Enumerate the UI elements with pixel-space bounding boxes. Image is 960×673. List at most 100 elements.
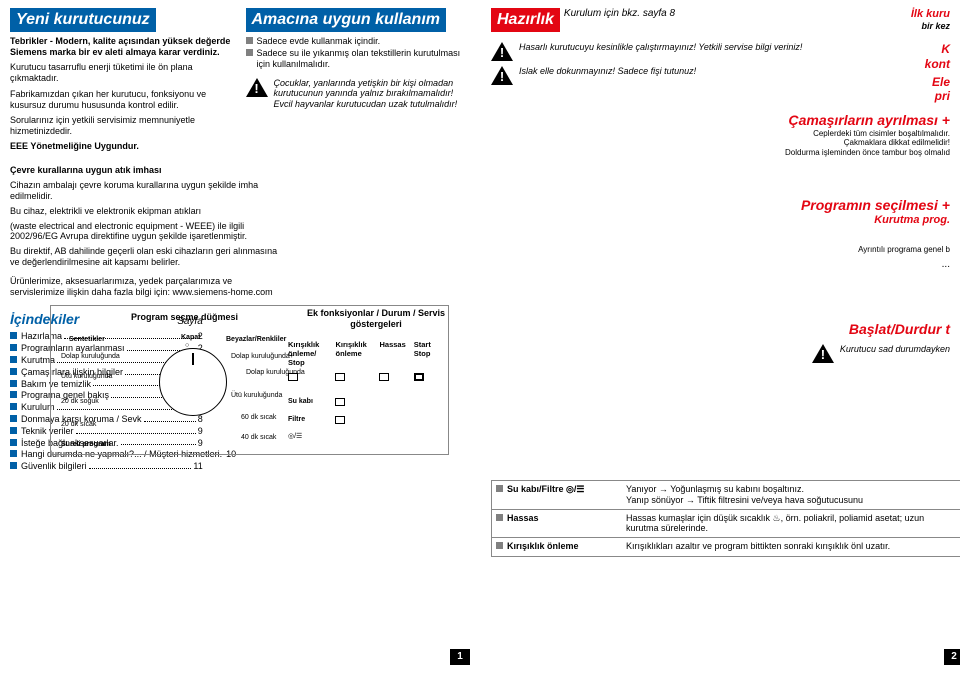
ind-label: Filtre: [288, 414, 333, 429]
eee-line: EEE Yönetmeliğine Uygundur.: [10, 141, 234, 152]
bullet-icon: [496, 514, 503, 521]
bullet-icon: [246, 49, 253, 56]
program-dial-panel: Program seçme düğmesi Ek fonksiyonlar / …: [50, 305, 449, 455]
disposal-p1: Cihazın ambalajı çevre koruma kuralların…: [10, 180, 285, 202]
bullet-icon: [10, 368, 17, 375]
warning-text: Kurutucu sad durumdayken: [840, 344, 950, 355]
disposal-p2: Bu cihaz, elektrikli ve elektronik ekipm…: [10, 206, 285, 217]
bullet-icon: [496, 485, 503, 492]
warning-text: Çocuklar, yanlarında yetişkin bir kişi o…: [274, 78, 470, 110]
bullet-icon: [496, 542, 503, 549]
indicator-icon: [288, 373, 298, 381]
col-intro: Yeni kurutucunuz Tebrikler - Modern, kal…: [10, 8, 234, 155]
warning-text: Islak elle dokunmayınız! Sadece fişi tut…: [519, 66, 696, 77]
bullet-icon: [10, 356, 17, 363]
bullet-icon: [10, 462, 17, 469]
intro-p3: Fabrikamızdan çıkan her kurutucu, fonksi…: [10, 89, 234, 111]
indicator-table: Kırışıklık önleme/ Stop Kırışıklık önlem…: [286, 336, 442, 446]
prep-warns-row: Hasarlı kurutucuyu kesinlikle çalıştırma…: [491, 42, 950, 104]
dial-label: Dolap kuruluğunda+: [231, 353, 294, 361]
indicators-title: Ek fonksiyonlar / Durum / Servis gösterg…: [301, 308, 451, 330]
dial-off-icon: ○: [185, 342, 189, 350]
dial-label: Ütü kuruluğunda: [61, 373, 112, 381]
status-table: Su kabı/Filtre ◎/☰ Yanıyor → Yoğunlaşmış…: [492, 481, 960, 556]
toc-label: Güvenlik bilgileri: [21, 461, 87, 472]
indicator-icon: [379, 373, 389, 381]
heading-sort: Çamaşırların ayrılması +: [491, 112, 950, 129]
status-text: Yanıyor → Yoğunlaşmış su kabını boşaltın…: [622, 481, 960, 509]
bullet-icon: [10, 391, 17, 398]
toc-page: 11: [193, 461, 202, 472]
sort-line: Doldurma işleminden önce tambur boş olma…: [491, 148, 950, 158]
program-dial[interactable]: [159, 348, 227, 416]
dial-label: Sentetikler: [69, 336, 105, 344]
toc-dots: [89, 461, 192, 469]
warning-icon: [491, 66, 513, 86]
heading-select-sub: Kurutma prog.: [491, 214, 950, 227]
status-label: Su kabı/Filtre ◎/☰: [507, 484, 584, 495]
dial-label: 20 dk soğuk: [61, 398, 99, 406]
ind-label: Hassas: [379, 338, 411, 369]
bullet-text: Sadece su ile yıkanmış olan tekstillerin…: [257, 48, 470, 70]
status-text: Kırışıklıkları azaltır ve program bittik…: [622, 538, 960, 556]
disposal-p4: Bu direktif, AB dahilinde geçerli olan e…: [10, 246, 285, 268]
status-label: Hassas: [507, 513, 539, 524]
sort-line: Ceplerdeki tüm cisimler boşaltılmalıdır.: [491, 129, 950, 139]
dial-label: Süreli program: [61, 441, 111, 449]
dial-label: Beyazlar/Renkliler: [226, 336, 286, 344]
bullet-icon: [246, 37, 253, 44]
bullet-icon: [10, 332, 17, 339]
col-intended-use: Amacına uygun kullanım Sadece evde kulla…: [246, 8, 470, 155]
warning-icon: [491, 42, 513, 62]
status-text: Hassas kumaşlar için düşük sıcaklık ♨, ö…: [622, 509, 960, 538]
children-warning: Çocuklar, yanlarında yetişkin bir kişi o…: [246, 78, 470, 110]
ind-label: Start Stop: [414, 338, 440, 369]
use-bullets: Sadece evde kullanmak içindir. Sadece su…: [246, 36, 470, 69]
heading-select: Programın seçilmesi +: [491, 197, 950, 214]
first-dry-sub: bir kez: [911, 21, 950, 32]
select-note: Ayrıntılı programa genel b: [491, 245, 950, 255]
start-stop-button[interactable]: [414, 373, 424, 381]
ind-label: Kırışıklık önleme/ Stop: [288, 338, 333, 369]
warning-text: Hasarlı kurutucuyu kesinlikle çalıştırma…: [519, 42, 802, 53]
status-row-anticrease: Kırışıklık önleme Kırışıklıkları azaltır…: [492, 538, 960, 556]
page-number-1: 1: [450, 649, 470, 665]
dial-title: Program seçme düğmesi: [131, 312, 238, 323]
bullet-icon: [10, 427, 17, 434]
ind-label: Kırışıklık önleme: [335, 338, 377, 369]
bullet-icon: [10, 403, 17, 410]
ind-label: Su kabı: [288, 396, 333, 411]
status-box: Su kabı/Filtre ◎/☰ Yanıyor → Yoğunlaşmış…: [491, 480, 960, 557]
top-columns: Yeni kurutucunuz Tebrikler - Modern, kal…: [10, 8, 469, 155]
prep-header: Hazırlık Kurulum için bkz. sayfa 8 İlk k…: [491, 8, 950, 36]
bullet-icon: [10, 380, 17, 387]
indicator-icon: [335, 373, 345, 381]
dial-label: Dolap kuruluğunda: [246, 369, 286, 377]
page-2: Hazırlık Kurulum için bkz. sayfa 8 İlk k…: [481, 0, 960, 630]
bullet-icon: [10, 439, 17, 446]
disposal-block: Çevre kurallarına uygun atık imhası Ciha…: [10, 165, 285, 297]
dial-label: 60 dk sıcak: [241, 414, 276, 422]
indicator-icon: [335, 416, 345, 424]
disposal-p3: (waste electrical and electronic equipme…: [10, 221, 285, 243]
products-link: Ürünlerimize, aksesuarlarımıza, yedek pa…: [10, 276, 285, 298]
toc-row: Güvenlik bilgileri 11: [10, 461, 203, 472]
status-row-container: Su kabı/Filtre ◎/☰ Yanıyor → Yoğunlaşmış…: [492, 481, 960, 509]
intro-p1: Tebrikler - Modern, kalite açısından yük…: [10, 36, 234, 58]
use-bullet: Sadece evde kullanmak içindir.: [246, 36, 470, 47]
dial-label: Dolap kuruluğunda: [61, 353, 120, 361]
heading-start: Başlat/Durdur t: [491, 321, 950, 338]
section-start-stop: Başlat/Durdur t Kurutucu sad durumdayken: [491, 321, 950, 364]
warn-damaged: Hasarlı kurutucuyu kesinlikle çalıştırma…: [491, 42, 898, 62]
dial-label: 20 dk sıcak: [61, 421, 96, 429]
warning-icon: [812, 344, 834, 364]
page-1: Yeni kurutucunuz Tebrikler - Modern, kal…: [0, 0, 479, 630]
warn-wet-hands: Islak elle dokunmayınız! Sadece fişi tut…: [491, 66, 898, 86]
status-row-hassas: Hassas Hassas kumaşlar için düşük sıcakl…: [492, 509, 960, 538]
heading-preparation: Hazırlık: [491, 8, 560, 32]
prep-sub: Kurulum için bkz. sayfa 8: [564, 8, 675, 20]
bullet-icon: [10, 450, 17, 457]
sort-line: Çakmaklara dikkat edilmelidir!: [491, 138, 950, 148]
status-label: Kırışıklık önleme: [507, 541, 579, 552]
intro-p4: Sorularınız için yetkili servisimiz memn…: [10, 115, 234, 137]
